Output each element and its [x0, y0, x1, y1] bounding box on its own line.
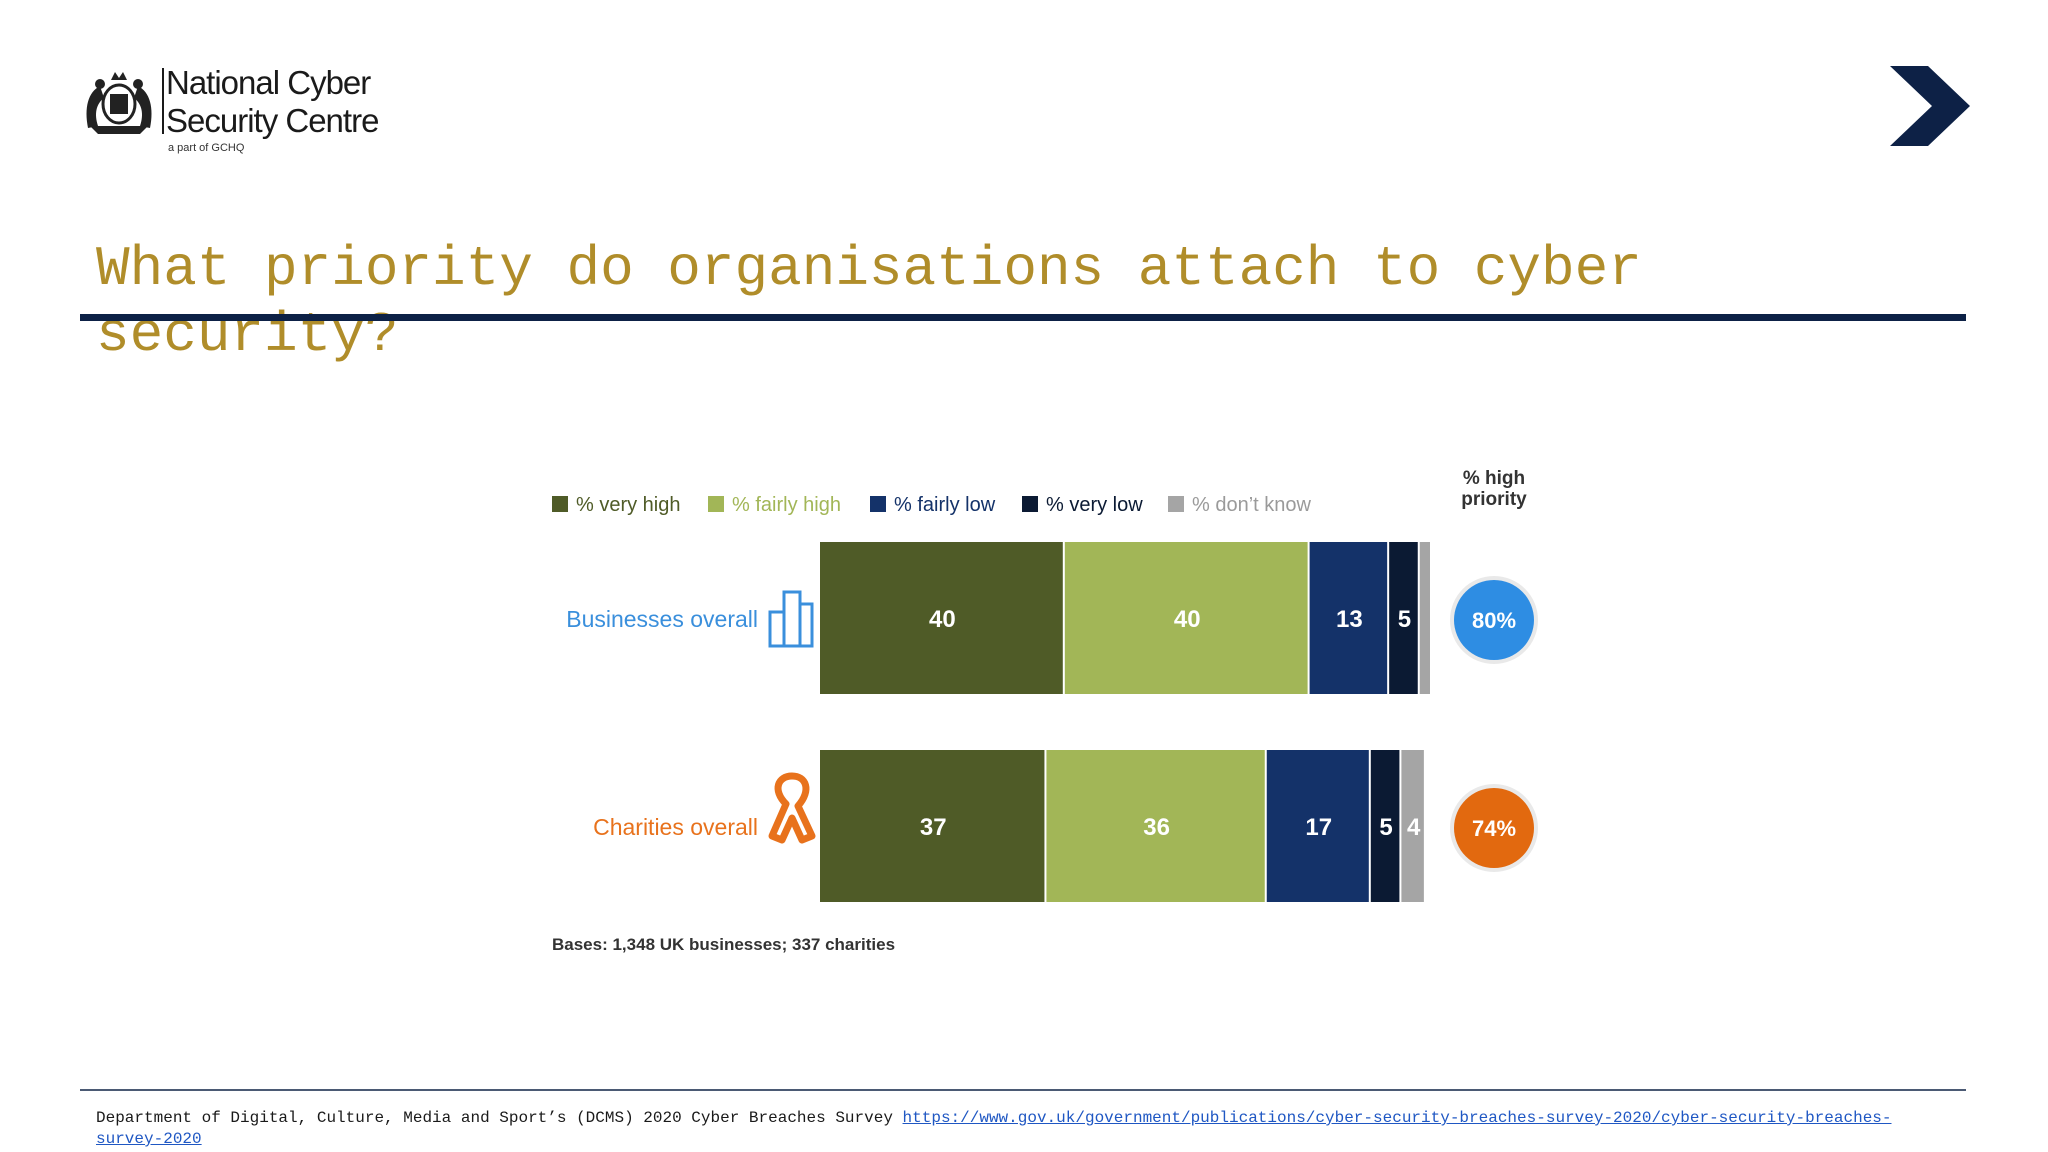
data-label: 17	[1305, 814, 1332, 841]
priority-chart: % very high % fairly high % fairly low % ve…	[552, 468, 1538, 954]
data-label: 37	[920, 814, 947, 841]
chart-note: Bases: 1,348 UK businesses; 337 charitie…	[552, 935, 895, 954]
awareness-ribbon-icon	[768, 772, 816, 844]
data-label: 4	[1407, 814, 1421, 841]
high-priority-circle	[1454, 788, 1534, 868]
legend-label: % fairly low	[894, 494, 996, 516]
office-building-icon	[768, 590, 814, 648]
legend-label: % fairly high	[732, 494, 841, 516]
legend-label: % very low	[1046, 494, 1143, 516]
legend-swatch	[552, 496, 568, 512]
legend-swatch	[708, 496, 724, 512]
bar-segment	[1419, 542, 1430, 694]
footer-source: Department of Digital, Culture, Media an…	[96, 1108, 1916, 1150]
bar-segment	[1389, 542, 1418, 694]
chevron-right-icon[interactable]	[1890, 66, 1970, 146]
logo-name: National Cyber Security Centre	[166, 64, 379, 140]
category-label: Businesses overall	[566, 606, 758, 632]
logo-name-line1: National Cyber	[166, 64, 371, 101]
bar-segment	[1064, 542, 1308, 694]
bar-segment	[1266, 750, 1369, 902]
data-label: 5	[1379, 814, 1392, 841]
bar-segment	[1370, 750, 1400, 902]
ncsc-logo: National Cyber Security Centre a part of…	[80, 64, 400, 154]
royal-crest-icon	[86, 72, 152, 134]
logo-subtitle: a part of GCHQ	[168, 142, 245, 154]
legend-swatch	[1022, 496, 1038, 512]
slide-title: What priority do organisations attach to…	[96, 237, 1642, 367]
footer-text: Department of Digital, Culture, Media an…	[96, 1109, 903, 1127]
data-label: 40	[1174, 606, 1201, 633]
footer-rule	[80, 1089, 1966, 1091]
high-priority-header: priority	[1461, 489, 1527, 510]
high-priority-header: % high	[1463, 468, 1525, 489]
data-label: 40	[929, 606, 956, 633]
legend-swatch	[870, 496, 886, 512]
logo-divider	[162, 68, 164, 134]
footer-link[interactable]: https://www.gov.uk/government/publicatio…	[96, 1109, 1892, 1148]
high-priority-value: 80%	[1472, 608, 1516, 633]
logo-name-line2: Security Centre	[166, 102, 379, 139]
bar-segment	[1401, 750, 1424, 902]
category-label: Charities overall	[593, 814, 758, 840]
data-label: 13	[1336, 606, 1363, 633]
bar-segment	[820, 750, 1045, 902]
high-priority-value: 74%	[1472, 816, 1516, 841]
bar-segment	[1046, 750, 1265, 902]
legend-label: % very high	[576, 494, 681, 516]
data-label: 2	[1434, 612, 1443, 629]
legend-swatch	[1168, 496, 1184, 512]
high-priority-circle	[1454, 580, 1534, 660]
legend-label: % don’t know	[1192, 494, 1312, 516]
data-label: 5	[1398, 606, 1411, 633]
title-rule	[80, 314, 1966, 321]
bar-segment	[1309, 542, 1388, 694]
bar-segment	[820, 542, 1063, 694]
data-label: 36	[1143, 814, 1170, 841]
